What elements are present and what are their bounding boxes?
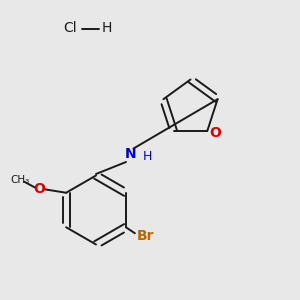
Text: Cl: Cl <box>64 22 77 35</box>
Text: O: O <box>209 126 221 140</box>
Text: H: H <box>142 150 152 164</box>
Text: N: N <box>125 148 136 161</box>
Text: CH₃: CH₃ <box>10 175 29 184</box>
Text: O: O <box>33 182 45 196</box>
Text: Br: Br <box>136 229 154 243</box>
Text: H: H <box>101 22 112 35</box>
